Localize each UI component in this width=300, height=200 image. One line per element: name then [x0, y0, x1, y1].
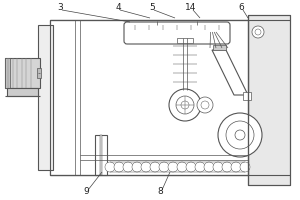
- Circle shape: [169, 89, 201, 121]
- Circle shape: [255, 29, 261, 35]
- FancyBboxPatch shape: [124, 22, 230, 44]
- Bar: [248, 15, 290, 185]
- Text: 3: 3: [57, 3, 63, 12]
- Circle shape: [141, 162, 151, 172]
- Circle shape: [222, 162, 232, 172]
- Bar: [37, 68, 41, 78]
- Circle shape: [201, 101, 209, 109]
- Circle shape: [252, 26, 264, 38]
- Bar: [5, 58, 10, 88]
- Bar: [243, 92, 251, 100]
- Bar: [38, 25, 53, 170]
- Circle shape: [177, 162, 187, 172]
- Circle shape: [150, 162, 160, 172]
- Circle shape: [235, 130, 245, 140]
- Circle shape: [114, 162, 124, 172]
- Bar: [213, 45, 226, 50]
- Circle shape: [123, 162, 133, 172]
- Text: 14: 14: [185, 3, 197, 12]
- Bar: [50, 20, 260, 175]
- Circle shape: [231, 162, 241, 172]
- Text: 8: 8: [157, 188, 163, 196]
- Circle shape: [186, 162, 196, 172]
- Circle shape: [105, 162, 115, 172]
- Circle shape: [168, 162, 178, 172]
- Text: 5: 5: [149, 3, 155, 12]
- Circle shape: [226, 121, 254, 149]
- Circle shape: [218, 113, 262, 157]
- Circle shape: [204, 162, 214, 172]
- Bar: [248, 15, 290, 185]
- Circle shape: [240, 162, 250, 172]
- Bar: [7, 88, 38, 96]
- Circle shape: [159, 162, 169, 172]
- Bar: [5, 58, 40, 88]
- Bar: [100, 135, 102, 175]
- Circle shape: [181, 101, 189, 109]
- Bar: [50, 20, 248, 175]
- Bar: [95, 135, 107, 175]
- Bar: [177, 38, 193, 43]
- Text: 9: 9: [83, 188, 89, 196]
- Polygon shape: [212, 50, 248, 95]
- Circle shape: [197, 97, 213, 113]
- Circle shape: [213, 162, 223, 172]
- Circle shape: [132, 162, 142, 172]
- Circle shape: [195, 162, 205, 172]
- Text: 4: 4: [115, 3, 121, 12]
- Bar: [50, 20, 248, 175]
- Circle shape: [176, 96, 194, 114]
- Text: 6: 6: [238, 3, 244, 12]
